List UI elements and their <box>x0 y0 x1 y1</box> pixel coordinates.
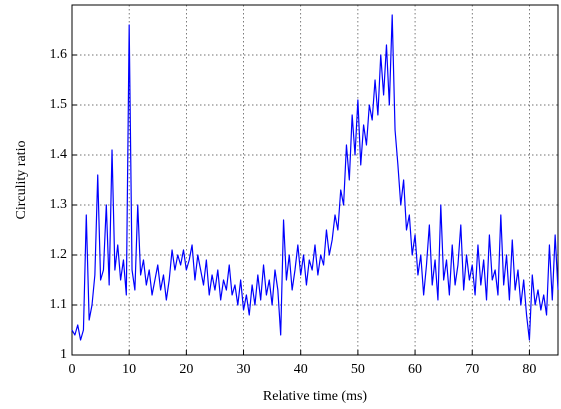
x-tick-label: 80 <box>522 362 536 377</box>
y-tick-label: 1.1 <box>50 297 68 312</box>
y-axis-label: Circulity ratio <box>14 141 29 220</box>
x-tick-label: 40 <box>294 362 308 377</box>
y-tick-label: 1.6 <box>50 47 68 62</box>
x-tick-label: 20 <box>179 362 193 377</box>
y-tick-label: 1.2 <box>50 247 68 262</box>
x-tick-label: 10 <box>122 362 136 377</box>
y-tick-label: 1.5 <box>50 97 68 112</box>
y-tick-label: 1.4 <box>50 147 68 162</box>
x-tick-label: 50 <box>351 362 365 377</box>
x-tick-label: 60 <box>408 362 422 377</box>
x-axis-label: Relative time (ms) <box>263 389 368 404</box>
plot-frame <box>71 4 559 356</box>
x-tick-label: 30 <box>237 362 251 377</box>
x-tick-label: 70 <box>465 362 479 377</box>
data-line <box>71 14 559 341</box>
y-tick-label: 1.3 <box>50 197 68 212</box>
y-tick-label: 1 <box>60 347 67 362</box>
x-tick-label: 0 <box>69 362 76 377</box>
